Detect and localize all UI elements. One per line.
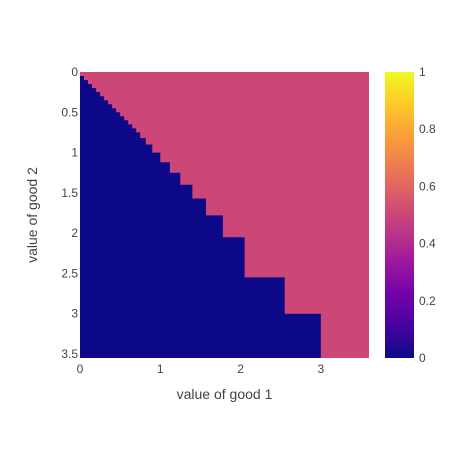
colorbar-tick-label: 0.6 <box>419 179 436 193</box>
colorbar-ticks: 0 0.2 0.4 0.6 0.8 1 <box>419 65 436 365</box>
x-axis-ticks: 0 1 2 3 <box>77 362 325 376</box>
y-axis-ticks: 0 0.5 1 1.5 2 2.5 3 3.5 <box>61 65 78 361</box>
heatmap-region-lower <box>80 72 321 358</box>
plot-area <box>80 72 369 358</box>
colorbar-tick-label: 0.2 <box>419 294 436 308</box>
y-tick-label: 1.5 <box>61 186 78 200</box>
x-tick-label: 2 <box>237 362 244 376</box>
y-tick-label: 3 <box>71 307 78 321</box>
x-axis-title: value of good 1 <box>177 386 273 402</box>
colorbar-tick-label: 0.4 <box>419 237 436 251</box>
x-tick-label: 0 <box>77 362 84 376</box>
colorbar-tick-label: 0 <box>419 351 426 365</box>
y-axis-title: value of good 2 <box>24 167 40 263</box>
y-tick-label: 2.5 <box>61 266 78 280</box>
colorbar-tick-label: 1 <box>419 65 426 79</box>
y-tick-label: 1 <box>71 146 78 160</box>
colorbar-gradient <box>385 72 414 358</box>
y-tick-label: 0 <box>71 65 78 79</box>
colorbar-tick-label: 0.8 <box>419 122 436 136</box>
x-tick-label: 1 <box>157 362 164 376</box>
colorbar: 0 0.2 0.4 0.6 0.8 1 <box>385 65 436 365</box>
y-tick-label: 0.5 <box>61 105 78 119</box>
y-tick-label: 2 <box>71 226 78 240</box>
y-tick-label: 3.5 <box>61 347 78 361</box>
x-tick-label: 3 <box>317 362 324 376</box>
